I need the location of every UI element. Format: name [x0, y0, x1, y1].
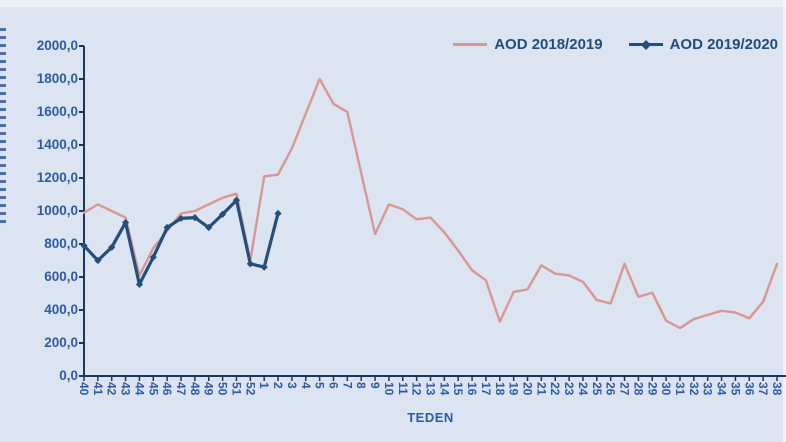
- y-tick-label: 1800,0: [36, 71, 78, 86]
- x-tick-label: 31: [672, 382, 687, 396]
- x-tick-label: 36: [742, 382, 757, 396]
- data-point-diamond-aod-2019-2020: [149, 253, 157, 261]
- x-tick-label: 33: [700, 382, 715, 396]
- y-axis-title-clipped: [0, 28, 6, 228]
- x-tick-label: 38: [770, 382, 784, 396]
- x-tick-label: 9: [368, 382, 383, 389]
- x-tick-label: 19: [506, 382, 521, 396]
- x-tick-label: 13: [423, 382, 438, 396]
- legend-line-swatch-2018-2019: [453, 43, 488, 46]
- x-tick-label: 47: [174, 382, 189, 396]
- x-tick-label: 52: [243, 382, 258, 396]
- data-point-diamond-aod-2019-2020: [163, 223, 171, 232]
- x-tick-label: 14: [437, 382, 452, 396]
- x-tick-label: 50: [215, 382, 230, 396]
- x-tick-label: 1: [257, 382, 272, 389]
- x-tick-label: 8: [354, 382, 369, 389]
- x-tick-label: 12: [409, 382, 424, 396]
- x-tick-label: 29: [645, 382, 660, 396]
- x-axis-title: TEDEN: [407, 410, 454, 425]
- y-tick-label: 2000,0: [36, 38, 78, 53]
- y-tick-label: 400,0: [44, 302, 78, 317]
- data-point-diamond-aod-2019-2020: [121, 218, 130, 227]
- x-tick-label: 7: [340, 382, 355, 389]
- x-tick-label: 40: [77, 382, 91, 396]
- y-tick-label: 1000,0: [36, 203, 78, 218]
- x-tick-label: 4: [298, 382, 313, 389]
- x-tick-label: 41: [90, 382, 105, 396]
- chart-border-top: [0, 0, 786, 7]
- x-tick-label: 20: [520, 382, 535, 396]
- data-point-diamond-aod-2019-2020: [94, 256, 102, 265]
- y-tick-label: 1600,0: [36, 104, 78, 119]
- x-tick-label: 32: [686, 382, 701, 396]
- x-tick-label: 42: [104, 382, 119, 396]
- x-tick-label: 25: [589, 382, 604, 396]
- x-tick-label: 16: [465, 382, 480, 396]
- x-tick-label: 49: [201, 382, 216, 396]
- x-tick-label: 21: [534, 382, 549, 396]
- x-tick-label: 37: [756, 382, 771, 396]
- data-point-diamond-aod-2019-2020: [135, 280, 144, 289]
- y-tick-label: 1400,0: [36, 137, 78, 152]
- data-point-diamond-aod-2019-2020: [177, 214, 185, 223]
- x-tick-label: 15: [451, 382, 466, 396]
- data-point-diamond-aod-2019-2020: [191, 214, 199, 222]
- x-tick-label: 46: [160, 382, 175, 396]
- data-point-diamond-aod-2019-2020: [260, 263, 268, 271]
- y-tick-label: 1200,0: [36, 170, 78, 185]
- x-tick-label: 35: [728, 382, 743, 396]
- data-point-diamond-aod-2019-2020: [205, 223, 213, 232]
- x-tick-label: 48: [187, 382, 202, 396]
- x-tick-label: 18: [492, 382, 507, 396]
- data-point-diamond-aod-2019-2020: [274, 209, 282, 218]
- chart-border-right: [783, 0, 786, 442]
- x-tick-label: 30: [659, 382, 674, 396]
- data-point-diamond-aod-2019-2020: [108, 243, 116, 251]
- x-tick-label: 2: [271, 382, 286, 389]
- x-tick-label: 6: [326, 382, 341, 389]
- x-tick-label: 27: [617, 382, 632, 396]
- y-tick-label: 0,0: [59, 368, 78, 383]
- legend-item-aod-2019-2020: AOD 2019/2020: [628, 36, 778, 53]
- y-tick-label: 200,0: [44, 335, 78, 350]
- x-tick-label: 5: [312, 382, 327, 389]
- legend-label: AOD 2018/2019: [494, 36, 603, 53]
- x-tick-label: 22: [548, 382, 563, 396]
- x-tick-label: 28: [631, 382, 646, 396]
- x-tick-label: 45: [146, 382, 161, 396]
- x-tick-label: 44: [132, 382, 147, 396]
- x-tick-label: 34: [714, 382, 729, 396]
- legend-item-aod-2018-2019: AOD 2018/2019: [453, 36, 603, 53]
- x-tick-label: 23: [562, 382, 577, 396]
- x-tick-label: 43: [118, 382, 133, 396]
- series-line-aod-2018-2019: [82, 77, 779, 330]
- y-tick-label: 600,0: [44, 269, 78, 284]
- data-point-diamond-aod-2019-2020: [80, 242, 88, 250]
- data-point-diamond-aod-2019-2020: [246, 260, 254, 268]
- x-tick-label: 51: [229, 382, 244, 396]
- x-tick-label: 10: [381, 382, 396, 396]
- x-tick-label: 24: [575, 382, 590, 396]
- chart-legend: AOD 2018/2019 AOD 2019/2020: [453, 36, 778, 53]
- data-point-diamond-aod-2019-2020: [219, 210, 227, 218]
- y-tick-label: 800,0: [44, 236, 78, 251]
- diamond-marker-icon: [640, 39, 651, 50]
- x-tick-label: 26: [603, 382, 618, 396]
- x-tick-label: 11: [395, 382, 410, 395]
- data-point-diamond-aod-2019-2020: [232, 196, 241, 204]
- legend-line-swatch-2019-2020: [628, 39, 663, 50]
- x-tick-label: 17: [478, 382, 493, 396]
- legend-label: AOD 2019/2020: [669, 36, 778, 53]
- x-tick-label: 3: [284, 382, 299, 389]
